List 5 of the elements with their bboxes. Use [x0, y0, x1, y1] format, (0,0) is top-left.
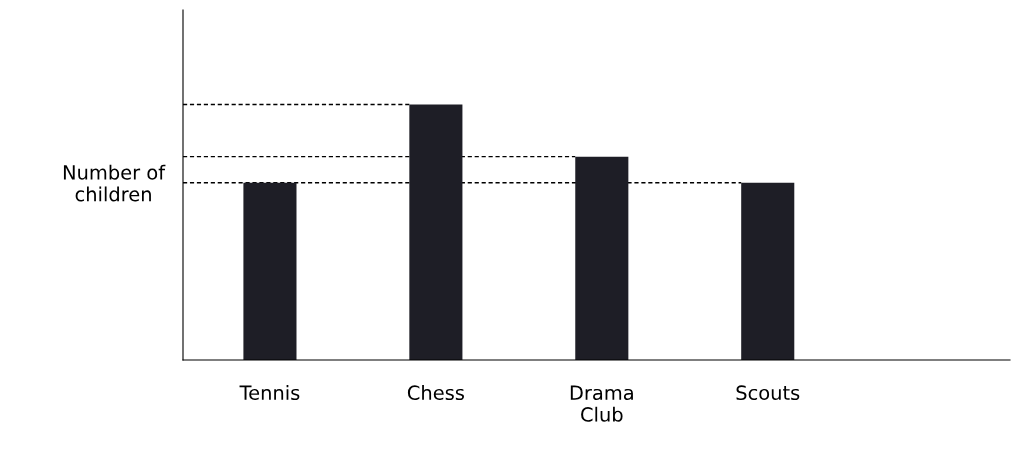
x-tick-label: Chess	[407, 385, 464, 401]
x-tick-label: Scouts	[736, 385, 800, 401]
x-tick-label: Tennis	[239, 385, 300, 401]
x-tick-label: Drama Club	[570, 385, 633, 422]
y-axis-title: Number of children	[63, 164, 166, 202]
